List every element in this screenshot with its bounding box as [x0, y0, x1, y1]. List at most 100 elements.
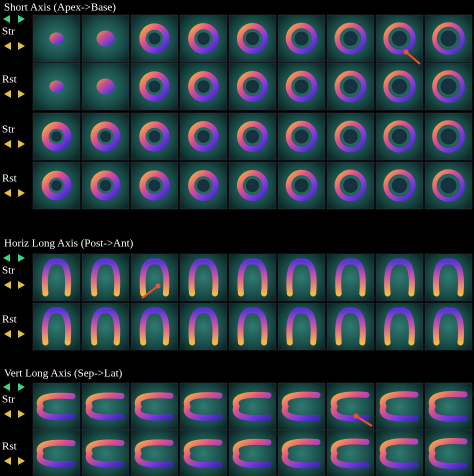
- image-tile: [277, 112, 326, 161]
- nav-left-icon: [4, 140, 11, 148]
- myocardium-ring: [139, 170, 170, 201]
- image-tile: [375, 62, 424, 111]
- nav-right-icon: [18, 383, 25, 391]
- nav-left-icon: [4, 330, 11, 338]
- image-tile: [179, 382, 228, 431]
- uptake: [96, 78, 115, 95]
- defect-arrow-head: [403, 49, 409, 55]
- image-tile: [228, 429, 277, 476]
- image-tile: [179, 62, 228, 111]
- cavity: [99, 179, 112, 192]
- image-tile: [81, 302, 130, 351]
- myocardium-arch: [428, 438, 468, 469]
- myocardium-arch: [36, 439, 76, 468]
- section-title: Vert Long Axis (Sep->Lat): [4, 368, 123, 380]
- cavity: [440, 128, 457, 145]
- image-tile: [179, 302, 228, 351]
- section-title: Short Axis (Apex->Base): [4, 2, 116, 14]
- myocardium-arch: [335, 258, 366, 297]
- image-tile: [81, 161, 130, 210]
- cavity: [51, 180, 62, 191]
- image-tile: [424, 253, 473, 302]
- cavity: [440, 30, 457, 47]
- image-tile: [326, 302, 375, 351]
- nav-right-icon: [18, 140, 25, 148]
- myocardium-ring: [236, 120, 269, 153]
- image-tile: [32, 14, 81, 63]
- myocardium-arch: [41, 258, 72, 297]
- myocardium-ring: [285, 120, 318, 153]
- myocardium-arch: [281, 391, 321, 422]
- myocardium-arch: [433, 307, 464, 346]
- image-tile: [277, 161, 326, 210]
- nav-left-icon: [4, 410, 11, 418]
- defect-arrow-head: [353, 413, 359, 419]
- cavity: [245, 31, 260, 46]
- uptake: [49, 80, 64, 93]
- image-tile: [179, 429, 228, 476]
- myocardium-ring: [41, 121, 72, 152]
- image-tile: [326, 429, 375, 476]
- image-tile: [81, 14, 130, 63]
- image-tile: [424, 429, 473, 476]
- nav-right-icon: [18, 410, 25, 418]
- myocardium-arch: [286, 307, 317, 346]
- image-tile: [277, 253, 326, 302]
- image-tile: [81, 429, 130, 476]
- image-tile: [179, 112, 228, 161]
- cavity: [343, 178, 358, 193]
- cavity: [99, 130, 112, 143]
- myocardium-ring: [383, 70, 416, 103]
- tile-background: [228, 429, 277, 476]
- nav-left-icon: [4, 90, 11, 98]
- cavity: [391, 78, 408, 95]
- cavity: [343, 31, 358, 46]
- image-tile: [424, 161, 473, 210]
- image-tile: [130, 112, 179, 161]
- myocardium-arch: [85, 392, 125, 421]
- myocardium-ring: [383, 22, 416, 55]
- image-tile: [130, 302, 179, 351]
- cavity: [343, 79, 358, 94]
- myocardium-ring: [188, 121, 219, 152]
- row-label: Rst: [2, 441, 17, 453]
- myocardium-arch: [183, 439, 223, 468]
- image-tile: [32, 382, 81, 431]
- cavity: [148, 130, 161, 143]
- cavity: [440, 177, 457, 194]
- image-tile: [179, 14, 228, 63]
- image-tile: [277, 302, 326, 351]
- myocardium-ring: [432, 22, 465, 55]
- image-tile: [130, 253, 179, 302]
- image-tile: [179, 253, 228, 302]
- image-tile: [326, 62, 375, 111]
- image-tile: [228, 112, 277, 161]
- myocardium-arch: [433, 258, 464, 297]
- image-tile: [228, 62, 277, 111]
- section-title: Horiz Long Axis (Post->Ant): [4, 238, 134, 250]
- cavity: [245, 178, 260, 193]
- myocardium-arch: [237, 258, 268, 297]
- myocardium-ring: [334, 169, 367, 202]
- myocardium-ring: [236, 70, 269, 103]
- myocardium-ring: [285, 169, 318, 202]
- uptake: [49, 32, 64, 45]
- myocardium-ring: [432, 120, 465, 153]
- myocardium-arch: [183, 392, 223, 421]
- image-tile: [375, 382, 424, 431]
- image-tile: [375, 112, 424, 161]
- image-tile: [130, 429, 179, 476]
- myocardium-arch: [90, 258, 121, 297]
- nav-right-icon: [18, 90, 25, 98]
- myocardium-arch: [379, 391, 419, 422]
- nav-left-icon: [3, 383, 10, 391]
- cavity: [391, 128, 408, 145]
- nav-right-icon: [18, 281, 25, 289]
- row-label: Rst: [2, 314, 17, 326]
- myocardium-arch: [384, 258, 415, 297]
- cavity: [294, 79, 309, 94]
- cavity: [197, 179, 210, 192]
- image-tile: [228, 253, 277, 302]
- myocardium-ring: [41, 170, 72, 201]
